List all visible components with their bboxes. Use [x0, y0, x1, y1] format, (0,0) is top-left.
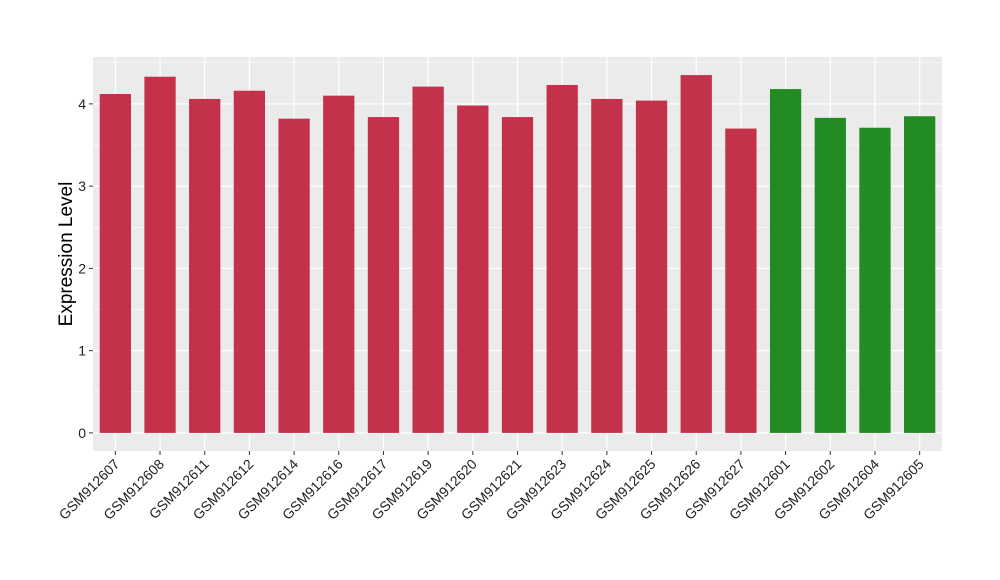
bar-GSM912624 — [591, 98, 623, 433]
y-tick-label: 2 — [78, 260, 86, 276]
bar-GSM912621 — [501, 117, 534, 433]
bar-GSM912616 — [323, 95, 355, 433]
bar-GSM912617 — [367, 117, 400, 433]
bar-GSM912607 — [99, 94, 131, 433]
y-axis-label: Expression Level — [56, 182, 77, 327]
bar-GSM912625 — [635, 100, 668, 433]
bar-GSM912623 — [546, 84, 578, 433]
y-tick-label: 4 — [78, 96, 86, 112]
y-tick-label: 1 — [78, 343, 86, 359]
bar-GSM912620 — [457, 105, 489, 433]
bar-GSM912626 — [680, 75, 712, 433]
bar-GSM912601 — [769, 89, 802, 433]
bar-GSM912604 — [859, 127, 891, 433]
bar-GSM912605 — [904, 116, 936, 433]
y-tick-label: 0 — [78, 425, 86, 441]
y-tick-label: 3 — [78, 178, 86, 194]
bar-GSM912614 — [278, 118, 310, 433]
bar-GSM912619 — [412, 86, 444, 433]
bar-GSM912612 — [233, 90, 266, 433]
bar-GSM912627 — [725, 128, 757, 433]
bar-GSM912602 — [814, 117, 846, 433]
bar-GSM912611 — [189, 98, 221, 433]
bar-GSM912608 — [144, 76, 176, 433]
